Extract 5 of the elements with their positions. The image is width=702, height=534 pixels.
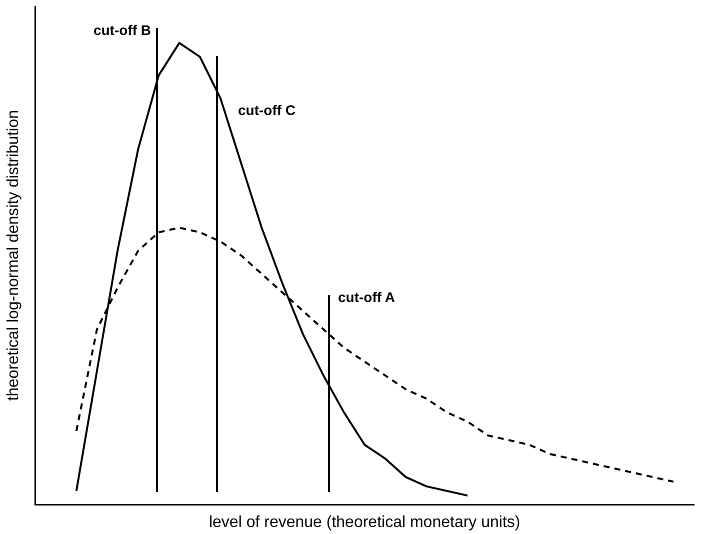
x-axis-title: level of revenue (theoretical monetary units) — [208, 514, 520, 531]
annotation: cut-off A — [338, 289, 396, 305]
text: cut-off B — [93, 22, 151, 38]
annotation: cut-off C — [238, 102, 296, 118]
y-axis-title: theoretical log-normal density distribution — [5, 110, 22, 401]
